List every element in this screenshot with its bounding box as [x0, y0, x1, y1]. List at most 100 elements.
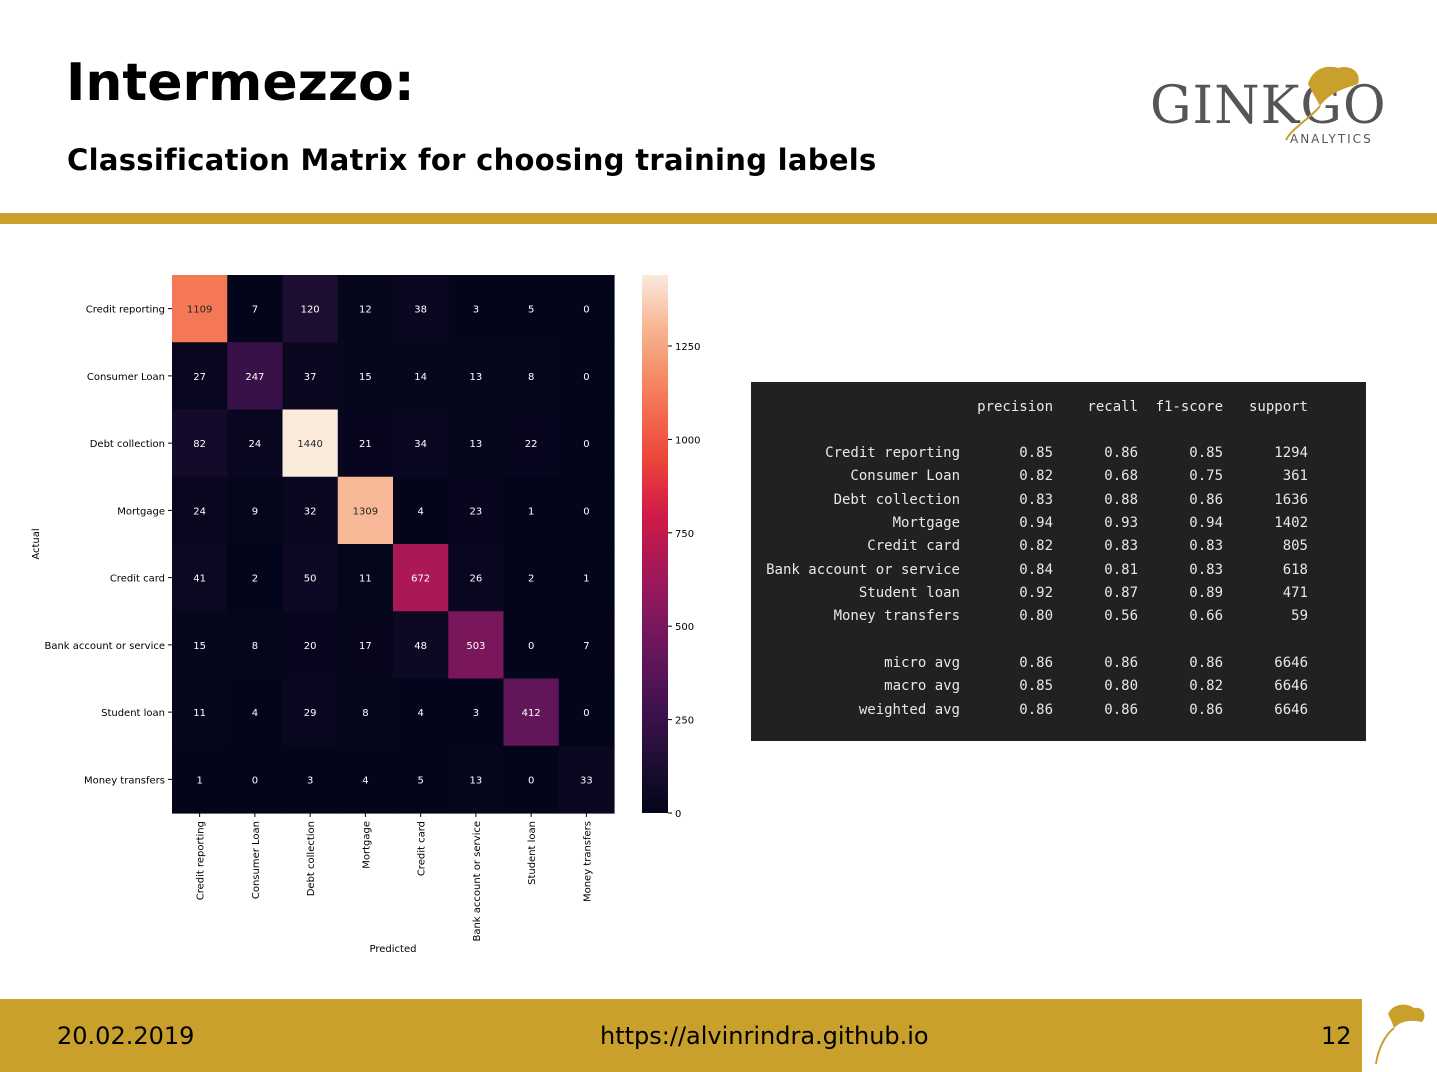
heatmap-cell-label: 5 — [528, 305, 534, 316]
heatmap-cell — [503, 275, 560, 343]
heatmap-cell — [503, 342, 560, 411]
heatmap-cell — [172, 544, 228, 612]
report-cell: 1636 — [1274, 491, 1308, 508]
report-cell: 0.92 — [1019, 584, 1053, 601]
heatmap-cell-label: 7 — [252, 305, 258, 316]
heatmap-cell-label: 17 — [359, 641, 372, 652]
report-cell: 805 — [1282, 538, 1308, 555]
heatmap-cell — [393, 678, 449, 747]
report-column-header: recall — [1087, 399, 1138, 415]
heatmap-cell — [282, 342, 339, 411]
heatmap-cell-label: 27 — [193, 372, 206, 383]
report-cell: 361 — [1282, 468, 1308, 485]
heatmap-cell-label: 5 — [417, 775, 423, 786]
heatmap-cell-label: 3 — [473, 708, 479, 719]
report-row-label: Consumer Loan — [850, 468, 960, 485]
x-tick-label: Money transfers — [582, 821, 593, 902]
report-cell: 6646 — [1274, 678, 1308, 695]
heatmap-cell — [172, 409, 228, 478]
report-cell: 0.83 — [1189, 561, 1223, 578]
heatmap-cell-label: 3 — [473, 305, 479, 316]
report-cell: 1294 — [1274, 445, 1308, 461]
classification-report: precision recall f1-score support Credit rep… — [751, 382, 1366, 741]
heatmap-cell — [448, 476, 505, 545]
report-cell: 0.81 — [1104, 561, 1138, 578]
heatmap-cell-label: 8 — [252, 641, 258, 652]
heatmap-cell-label: 672 — [411, 574, 430, 585]
slide-subtitle: Classification Matrix for choosing train… — [67, 143, 877, 177]
heatmap-cell — [558, 275, 615, 343]
report-cell: 0.56 — [1104, 608, 1138, 625]
heatmap-cell-label: 1440 — [297, 439, 322, 450]
heatmap-cell — [172, 678, 228, 747]
report-cell: 0.94 — [1189, 514, 1223, 531]
report-cell: 0.80 — [1104, 678, 1138, 695]
report-row-label: Mortgage — [892, 514, 960, 531]
heatmap-cell — [448, 544, 505, 612]
heatmap-cell-label: 4 — [362, 775, 368, 786]
heatmap-cell — [503, 409, 560, 478]
heatmap-cell — [337, 342, 394, 411]
heatmap-cell-label: 13 — [470, 439, 483, 450]
heatmap-cell-label: 0 — [583, 372, 589, 383]
report-cell: 618 — [1282, 561, 1308, 578]
heatmap-cell — [227, 342, 284, 411]
heatmap-cell-label: 1 — [196, 775, 202, 786]
slide-title: Intermezzo: — [66, 53, 415, 113]
heatmap-cell — [227, 275, 284, 343]
heatmap-cell-label: 1 — [528, 506, 534, 517]
heatmap-cell — [227, 611, 284, 680]
heatmap-cell-label: 22 — [525, 439, 538, 450]
heatmap-cell — [172, 275, 228, 343]
heatmap-cell — [558, 745, 615, 814]
report-cell: 0.86 — [1019, 655, 1053, 671]
report-cell: 0.82 — [1189, 678, 1223, 695]
heatmap-cell-label: 0 — [528, 775, 534, 786]
report-row-label: micro avg — [884, 655, 960, 671]
heatmap-cell-label: 32 — [304, 506, 317, 517]
heatmap-cell — [282, 476, 339, 545]
heatmap-cell — [448, 745, 505, 814]
report-cell: 0.86 — [1189, 655, 1223, 671]
heatmap-cell-label: 1309 — [353, 506, 378, 517]
heatmap-cell — [393, 409, 449, 478]
heatmap-cell-label: 8 — [528, 372, 534, 383]
report-cell: 6646 — [1274, 701, 1308, 718]
heatmap-cell — [448, 678, 505, 747]
report-cell: 0.93 — [1104, 514, 1138, 531]
report-cell: 0.85 — [1189, 445, 1223, 461]
report-column-header: f1-score — [1155, 399, 1223, 415]
report-cell: 0.85 — [1019, 678, 1053, 695]
heatmap-cell-label: 34 — [414, 439, 427, 450]
ginkgo-logo: GINKGO ANALYTICS — [1140, 62, 1390, 152]
report-column-header: precision — [977, 399, 1053, 415]
report-cell: 6646 — [1274, 655, 1308, 671]
report-cell: 0.86 — [1104, 701, 1138, 718]
heatmap-cell — [282, 275, 339, 343]
heatmap-cell-label: 503 — [466, 641, 485, 652]
heatmap-cell — [172, 611, 228, 680]
x-axis-label: Predicted — [370, 944, 417, 955]
heatmap-cell — [337, 745, 394, 814]
heatmap-cell-label: 20 — [304, 641, 317, 652]
heatmap-cell — [503, 745, 560, 814]
report-row-label: Money transfers — [833, 608, 960, 625]
heatmap-cell-label: 29 — [304, 708, 317, 719]
report-row-label: Credit card — [867, 538, 960, 555]
heatmap-cell — [558, 678, 615, 747]
heatmap-cell-label: 4 — [417, 708, 423, 719]
header-rule — [0, 213, 1437, 224]
heatmap-cell-label: 412 — [522, 708, 541, 719]
heatmap-cell — [393, 476, 449, 545]
heatmap-cell-label: 0 — [583, 305, 589, 316]
x-tick-label: Debt collection — [306, 821, 317, 896]
y-tick-label: Student loan — [101, 708, 165, 719]
report-cell: 0.83 — [1189, 538, 1223, 555]
heatmap-cell-label: 15 — [193, 641, 206, 652]
colorbar-tick-label: 750 — [675, 529, 694, 540]
report-cell: 0.82 — [1019, 468, 1053, 485]
heatmap-cell — [227, 678, 284, 747]
heatmap-cell — [503, 611, 560, 680]
heatmap-cell — [337, 544, 394, 612]
heatmap-cell-label: 14 — [414, 372, 427, 383]
